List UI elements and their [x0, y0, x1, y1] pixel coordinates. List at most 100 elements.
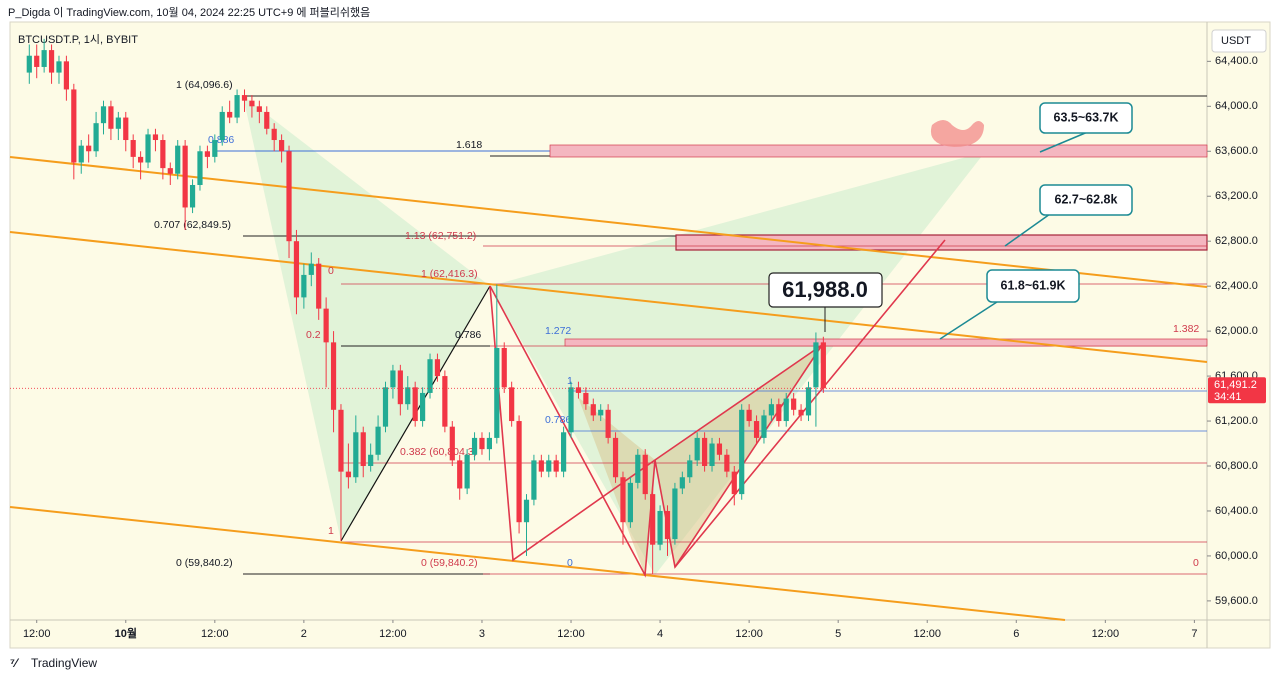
- candle-body: [805, 387, 812, 416]
- candle-body: [635, 454, 641, 483]
- x-tick-label: 7: [1191, 628, 1197, 640]
- candle-body: [553, 460, 559, 472]
- candle-body: [63, 61, 69, 90]
- candle-body: [605, 409, 611, 438]
- candle-body: [620, 477, 626, 523]
- candle-body: [182, 145, 188, 208]
- candle-body: [279, 140, 285, 152]
- y-tick-label: 62,000.0: [1215, 325, 1258, 337]
- publisher: P_Digda 이 TradingView.com, 10월 04, 2024 …: [8, 6, 370, 19]
- candle-body: [397, 370, 403, 405]
- candle-body: [687, 460, 693, 478]
- y-tick-label: 59,600.0: [1215, 595, 1258, 607]
- candle-body: [212, 140, 218, 157]
- candle-body: [316, 263, 322, 309]
- candle-body: [501, 347, 507, 388]
- candle-body: [197, 151, 203, 185]
- candle-body: [167, 168, 173, 174]
- last-price-box: [1208, 377, 1266, 404]
- candle-body: [115, 117, 121, 129]
- candle-body: [546, 460, 552, 472]
- candle-body: [227, 111, 233, 118]
- candle-body: [368, 454, 374, 467]
- candle-body: [123, 117, 129, 141]
- fib-label: 0.707 (62,849.5): [154, 219, 231, 231]
- candle-body: [100, 106, 107, 124]
- candle-body: [709, 443, 715, 467]
- y-tick-label: 60,400.0: [1215, 505, 1258, 517]
- candle-body: [642, 454, 648, 495]
- candle-body: [286, 151, 292, 242]
- candle-body: [271, 128, 277, 141]
- candle-body: [598, 409, 604, 416]
- fib-label: 1.272: [545, 325, 571, 337]
- y-tick-label: 62,400.0: [1215, 280, 1258, 292]
- fib-label: 0.786: [545, 414, 571, 426]
- candle-body: [761, 415, 767, 438]
- candle-body: [509, 387, 515, 422]
- candle-body: [108, 106, 114, 129]
- candle-body: [48, 50, 55, 73]
- candle-body: [627, 482, 633, 523]
- candle-body: [78, 145, 84, 163]
- candle-body: [353, 432, 359, 478]
- candle-body: [679, 477, 685, 489]
- candle-body: [612, 437, 619, 478]
- candle-body: [464, 454, 470, 489]
- x-tick-label: 12:00: [23, 628, 51, 640]
- x-tick-label: 12:00: [379, 628, 407, 640]
- x-tick-label: 12:00: [1092, 628, 1120, 640]
- y-tick-label: 63,600.0: [1215, 145, 1258, 157]
- candle-body: [219, 111, 225, 141]
- candle-body: [739, 409, 745, 495]
- candle-body: [308, 263, 314, 275]
- candle-body: [412, 387, 418, 422]
- price-callout: 61,988.0: [782, 277, 868, 302]
- candle-body: [93, 123, 99, 152]
- candle-body: [86, 145, 92, 152]
- symbol: BTCUSDT.P, 1시, BYBIT: [18, 34, 138, 46]
- candle-body: [345, 471, 351, 478]
- candle-body: [523, 499, 530, 523]
- candle-body: [152, 134, 159, 141]
- candle-body: [672, 488, 678, 540]
- candle-body: [486, 437, 492, 450]
- candle-body: [189, 184, 196, 208]
- candle-body: [798, 409, 804, 416]
- candle-body: [650, 494, 656, 545]
- y-tick-label: 64,400.0: [1215, 55, 1258, 67]
- candle-body: [390, 370, 396, 388]
- y-tick-label: 60,800.0: [1215, 460, 1258, 472]
- fib-label: 1.618: [456, 139, 482, 151]
- candle-body: [382, 387, 389, 427]
- callout: 62.7~62.8k: [1055, 192, 1118, 206]
- y-tick-label: 63,200.0: [1215, 190, 1258, 202]
- candle-body: [590, 404, 596, 416]
- candle-body: [442, 376, 448, 427]
- candle-body: [293, 241, 300, 298]
- candle-body: [820, 342, 826, 389]
- last-price-label: 61,491.2: [1214, 379, 1257, 391]
- candle-body: [575, 387, 582, 393]
- x-tick-label: 2: [301, 628, 307, 640]
- candle-body: [375, 426, 381, 455]
- fib-label: 0.2: [306, 329, 321, 341]
- fib-label: 1.382: [1173, 323, 1199, 335]
- candle-body: [301, 274, 307, 298]
- candle-body: [26, 55, 32, 73]
- candle-body: [664, 510, 671, 540]
- candle-body: [716, 443, 723, 455]
- candle-body: [753, 421, 760, 438]
- candle-body: [234, 95, 240, 118]
- candle-body: [724, 454, 730, 472]
- fib-label: 0.382 (60,804.3): [400, 446, 477, 458]
- fib-label: 0: [567, 557, 573, 569]
- y-tick-label: 60,000.0: [1215, 550, 1258, 562]
- candle-body: [568, 387, 574, 433]
- fib-label: 0: [1193, 557, 1199, 569]
- x-tick-label: 12:00: [735, 628, 763, 640]
- candle-body: [34, 55, 40, 67]
- x-tick-label: 4: [657, 628, 663, 640]
- candle-body: [694, 437, 700, 461]
- candle-body: [449, 426, 455, 461]
